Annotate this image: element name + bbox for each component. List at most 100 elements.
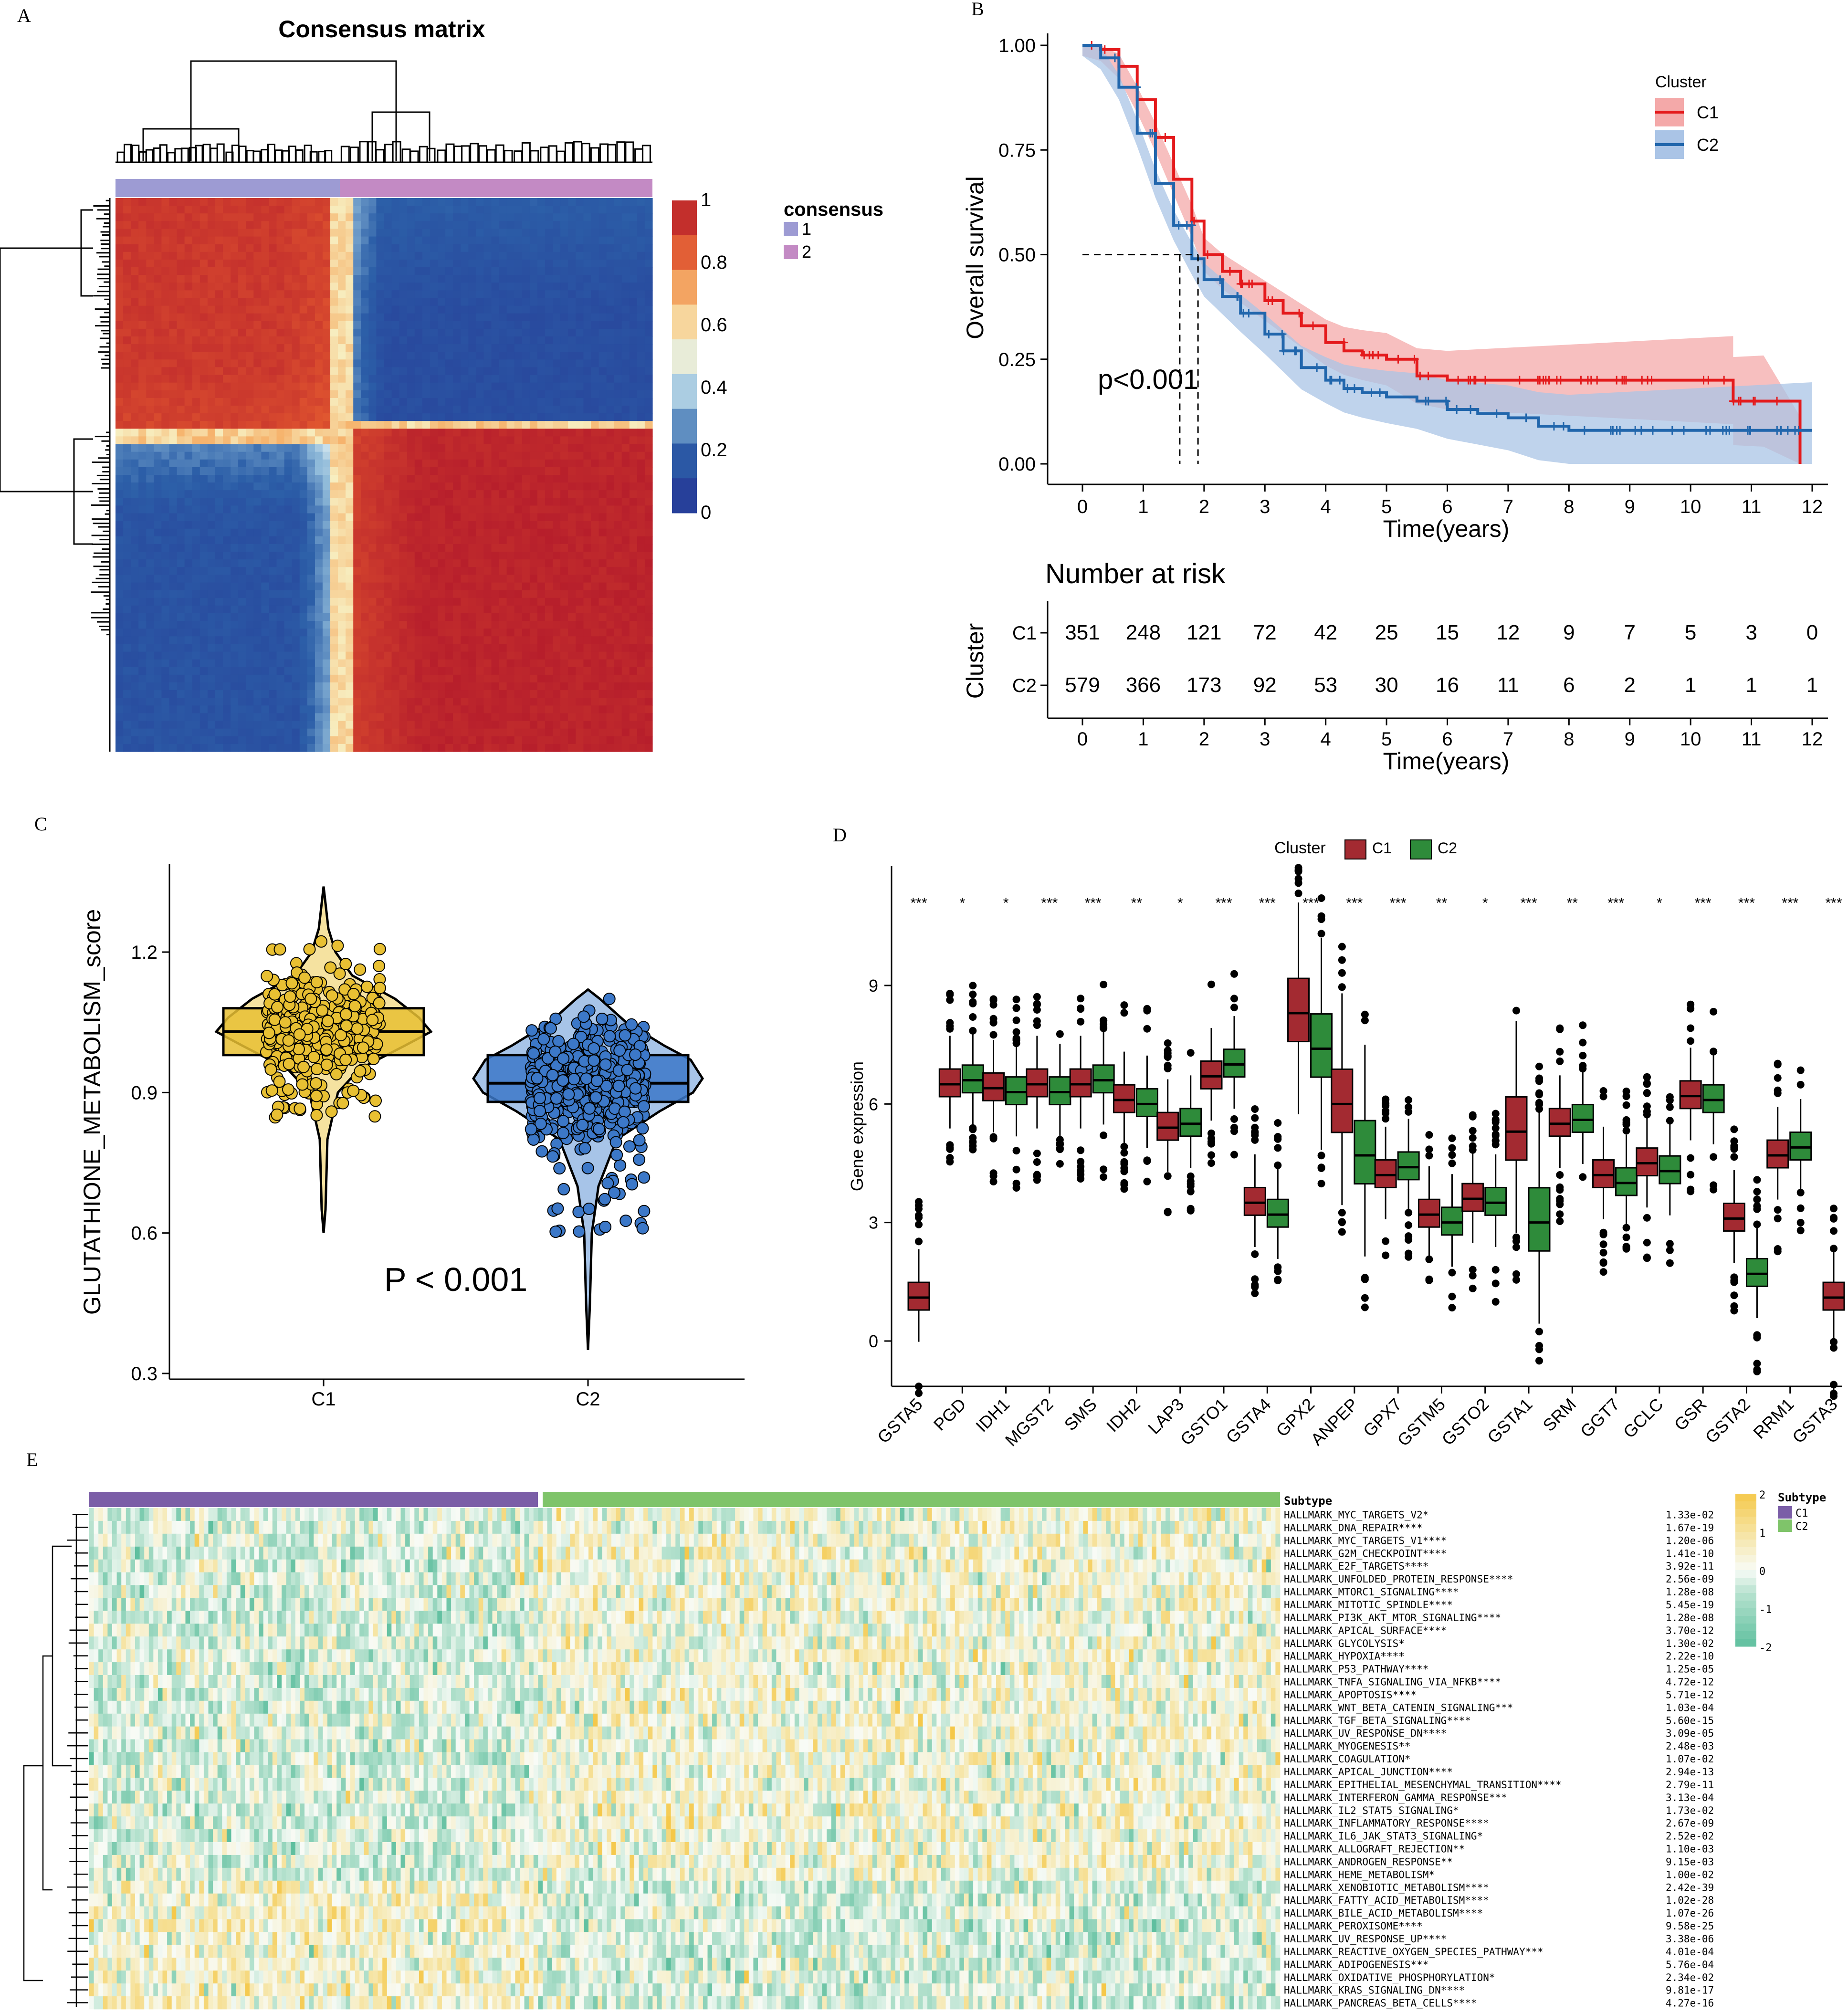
consensus-cell bbox=[499, 659, 507, 668]
consensus-cell bbox=[384, 597, 392, 606]
consensus-cell bbox=[376, 429, 385, 437]
consensus-cell bbox=[361, 336, 369, 345]
consensus-cell bbox=[453, 321, 461, 329]
consensus-cell bbox=[522, 275, 530, 283]
consensus-cell bbox=[545, 621, 553, 629]
consensus-cell bbox=[445, 498, 453, 506]
consensus-cell bbox=[414, 344, 423, 352]
consensus-cell bbox=[438, 513, 446, 522]
consensus-cell bbox=[476, 528, 484, 537]
consensus-cell bbox=[491, 674, 500, 683]
consensus-cell bbox=[353, 259, 361, 268]
consensus-cell bbox=[146, 359, 154, 367]
consensus-cell bbox=[553, 536, 561, 545]
consensus-cell bbox=[430, 344, 438, 352]
consensus-cell bbox=[384, 651, 392, 660]
consensus-cell bbox=[223, 682, 231, 691]
consensus-cell bbox=[261, 375, 270, 383]
consensus-cell bbox=[560, 259, 568, 268]
consensus-cell bbox=[576, 313, 584, 322]
consensus-cell bbox=[368, 597, 377, 606]
consensus-cell bbox=[184, 521, 193, 529]
consensus-cell bbox=[522, 206, 530, 214]
dendro-leaf bbox=[375, 149, 385, 162]
consensus-cell bbox=[621, 521, 630, 529]
consensus-cell bbox=[192, 605, 200, 614]
consensus-cell bbox=[407, 705, 415, 713]
consensus-cell bbox=[207, 605, 216, 614]
consensus-cell bbox=[322, 467, 331, 475]
consensus-cell bbox=[621, 475, 630, 483]
consensus-cell bbox=[346, 390, 354, 398]
consensus-cell bbox=[476, 229, 484, 237]
consensus-cell bbox=[238, 559, 246, 567]
consensus-cell bbox=[116, 444, 124, 452]
consensus-cell bbox=[629, 597, 638, 606]
consensus-cell bbox=[276, 375, 285, 383]
consensus-cell bbox=[453, 705, 461, 713]
consensus-cell bbox=[154, 352, 162, 360]
consensus-cell bbox=[284, 682, 293, 691]
consensus-cell bbox=[131, 605, 139, 614]
consensus-cell bbox=[476, 252, 484, 260]
consensus-cell bbox=[177, 613, 185, 621]
consensus-cell bbox=[246, 605, 254, 614]
consensus-cell bbox=[322, 490, 331, 498]
consensus-cell bbox=[537, 475, 546, 483]
consensus-cell bbox=[207, 544, 216, 552]
consensus-cell bbox=[583, 283, 592, 291]
consensus-cell bbox=[606, 375, 615, 383]
consensus-cell bbox=[146, 698, 154, 706]
consensus-cell bbox=[161, 528, 170, 537]
consensus-cell bbox=[276, 475, 285, 483]
consensus-cell bbox=[414, 674, 423, 683]
consensus-cell bbox=[184, 244, 193, 252]
consensus-cell bbox=[637, 444, 645, 452]
consensus-cell bbox=[438, 328, 446, 337]
consensus-cell bbox=[161, 629, 170, 637]
dendro-leaf bbox=[274, 149, 283, 162]
consensus-cell bbox=[269, 536, 277, 545]
consensus-cell bbox=[322, 651, 331, 660]
consensus-cell bbox=[138, 213, 147, 221]
consensus-cell bbox=[583, 436, 592, 445]
consensus-cell bbox=[207, 213, 216, 221]
consensus-cell bbox=[637, 490, 645, 498]
consensus-cell bbox=[629, 721, 638, 729]
consensus-cell bbox=[307, 390, 315, 398]
consensus-cell bbox=[438, 275, 446, 283]
consensus-cell bbox=[483, 621, 492, 629]
consensus-cell bbox=[399, 283, 408, 291]
consensus-cell bbox=[192, 252, 200, 260]
consensus-cell bbox=[438, 259, 446, 268]
consensus-cell bbox=[430, 659, 438, 668]
consensus-cell bbox=[353, 206, 361, 214]
consensus-cell bbox=[529, 382, 538, 391]
consensus-cell bbox=[522, 267, 530, 275]
consensus-cell bbox=[146, 705, 154, 713]
consensus-cell bbox=[261, 236, 270, 245]
consensus-cell bbox=[292, 636, 300, 644]
consensus-cell bbox=[376, 475, 385, 483]
consensus-cell bbox=[200, 252, 208, 260]
consensus-cell bbox=[246, 567, 254, 575]
consensus-cell bbox=[629, 682, 638, 691]
consensus-cell bbox=[284, 674, 293, 683]
consensus-cell bbox=[346, 636, 354, 644]
consensus-cell bbox=[391, 544, 400, 552]
consensus-cell bbox=[284, 528, 293, 537]
consensus-cell bbox=[560, 582, 568, 591]
consensus-cell bbox=[483, 475, 492, 483]
consensus-cell bbox=[177, 236, 185, 245]
consensus-cell bbox=[422, 198, 430, 206]
consensus-cell bbox=[161, 352, 170, 360]
consensus-cell bbox=[514, 682, 523, 691]
consensus-cell bbox=[644, 682, 653, 691]
consensus-cell bbox=[368, 698, 377, 706]
consensus-cell bbox=[138, 690, 147, 698]
consensus-cell bbox=[246, 236, 254, 245]
consensus-cell bbox=[146, 375, 154, 383]
consensus-cell bbox=[614, 398, 622, 406]
consensus-cell bbox=[430, 597, 438, 606]
consensus-cell bbox=[621, 213, 630, 221]
